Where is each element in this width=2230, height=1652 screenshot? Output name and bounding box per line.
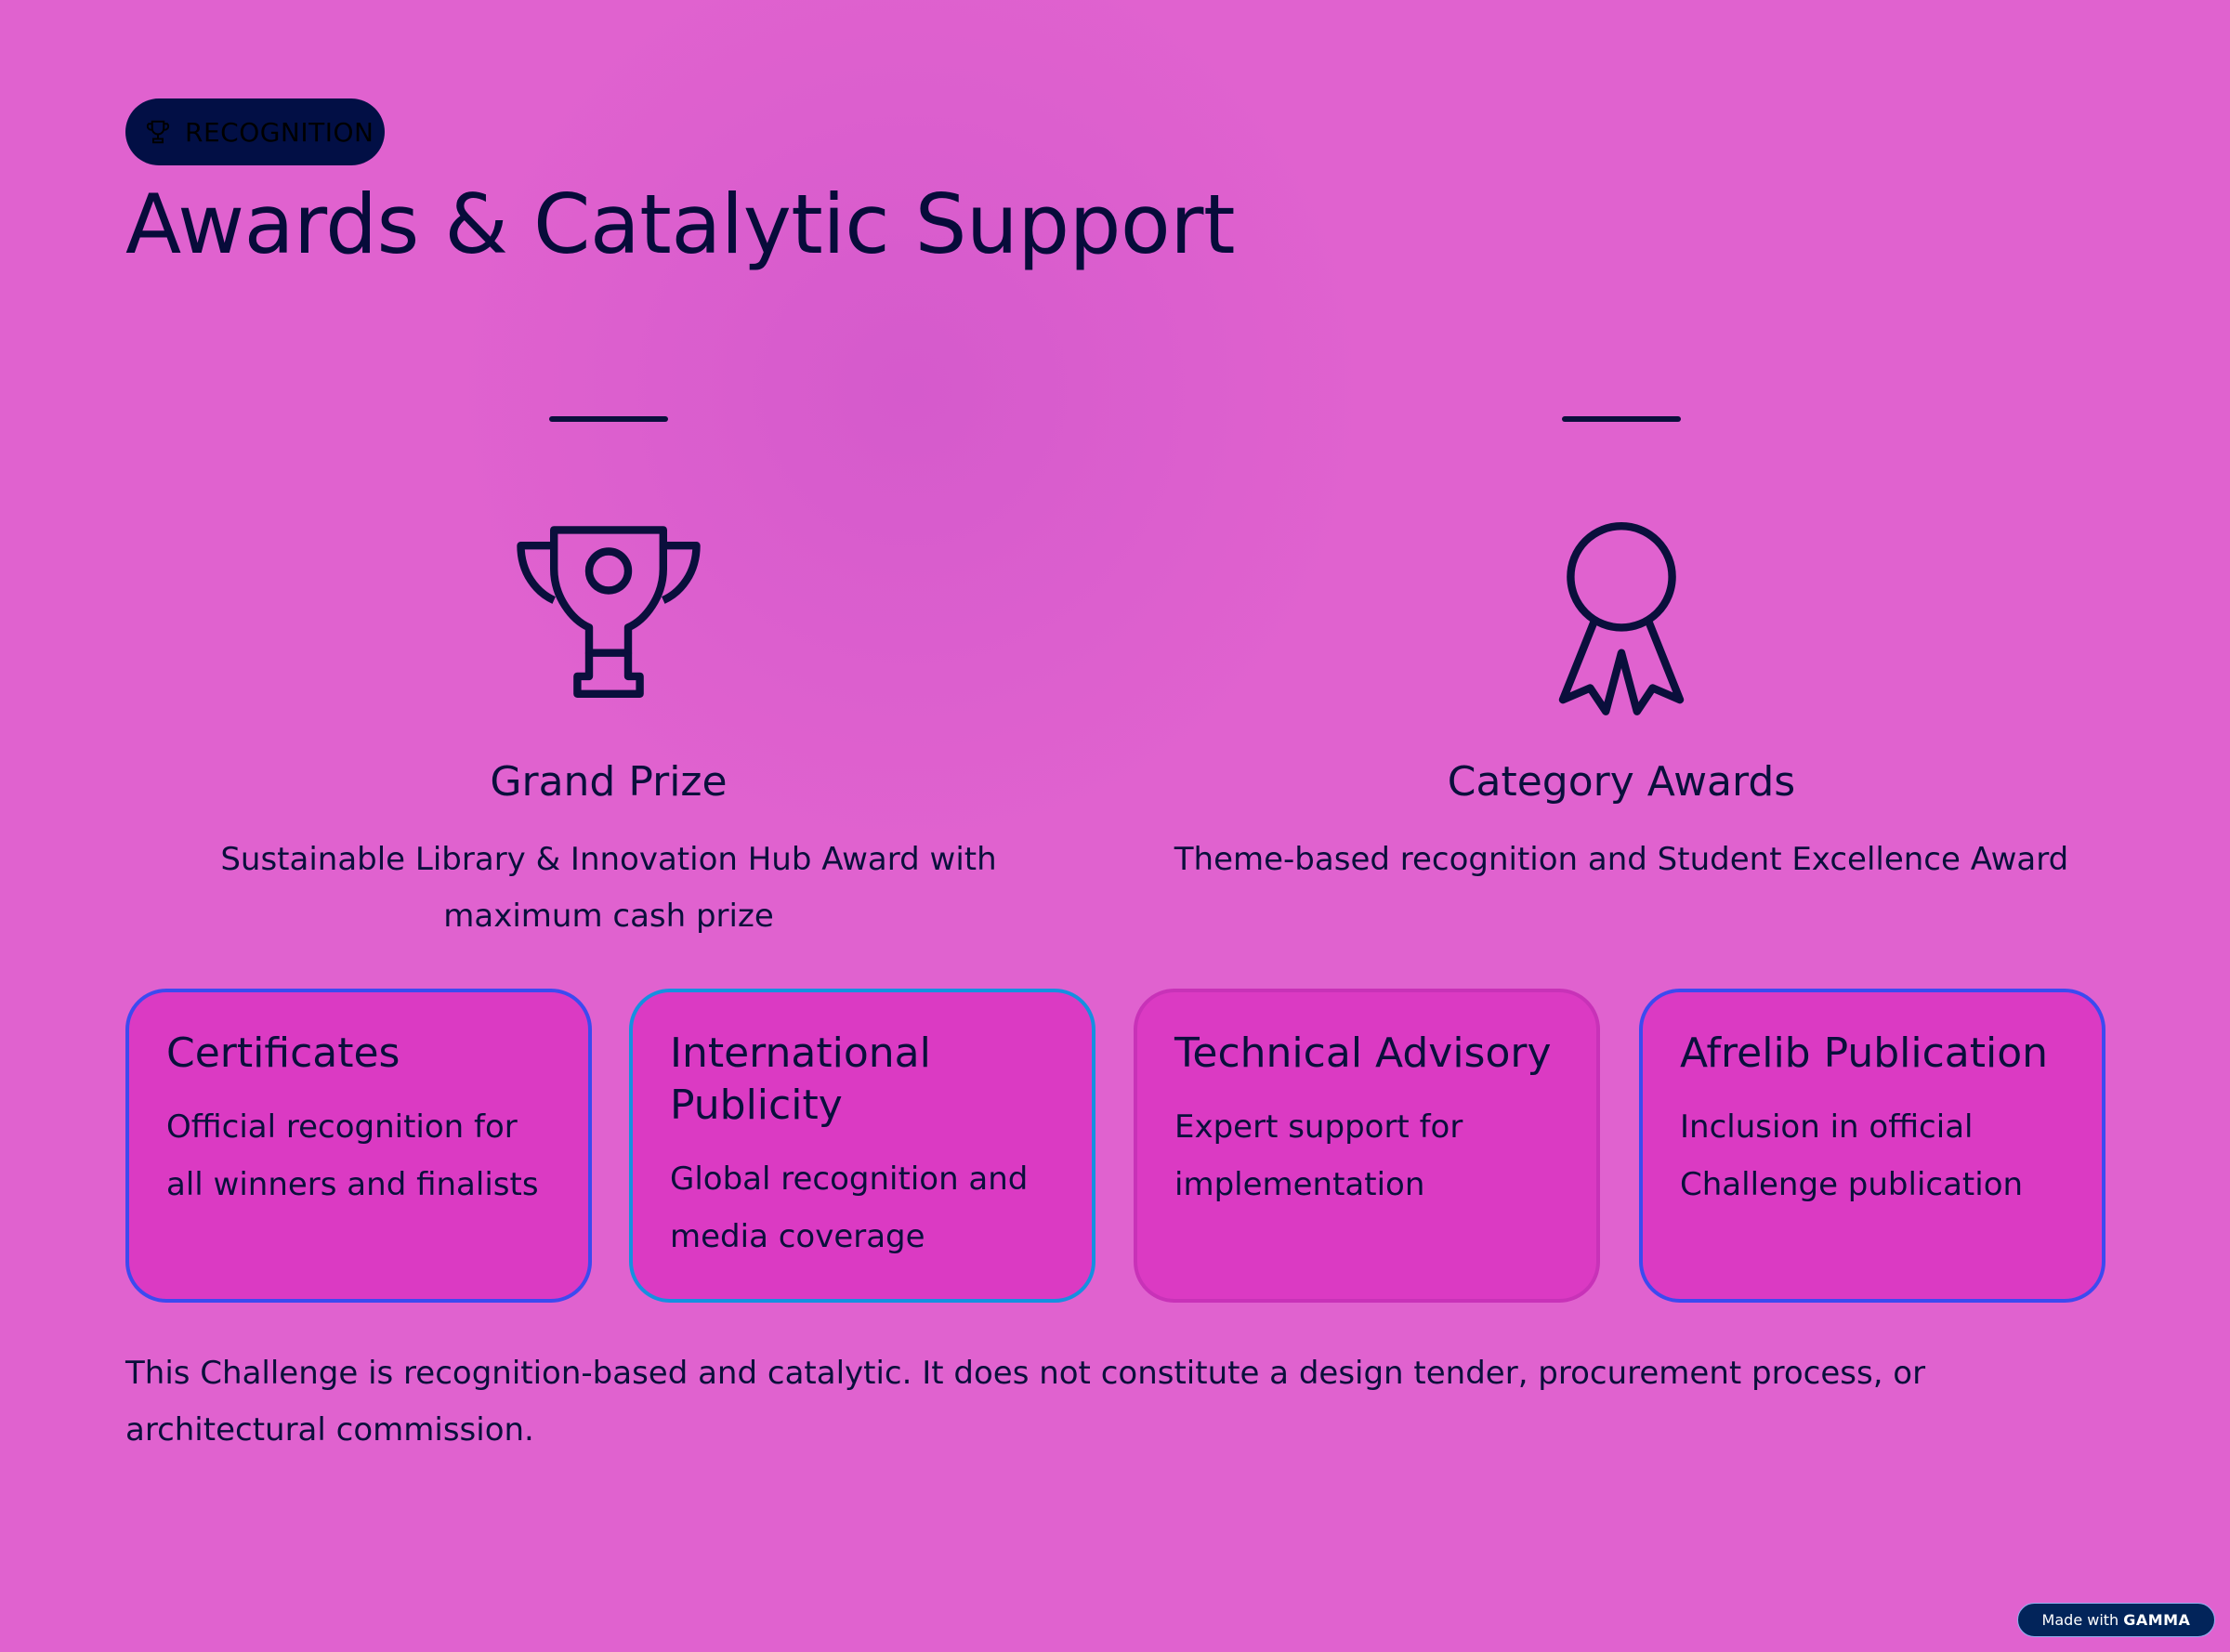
card-description: Expert support for implementation	[1174, 1108, 1463, 1203]
made-with-gamma-badge[interactable]: Made with GAMMA	[2017, 1603, 2215, 1637]
disclaimer-note: This Challenge is recognition-based and …	[125, 1355, 1926, 1449]
gamma-logo: GAMMA	[2123, 1611, 2191, 1629]
card-technical-advisory: Technical Advisory Expert support for im…	[1134, 989, 1600, 1303]
card-title: International Publicity	[670, 1029, 931, 1129]
trophy-icon	[517, 526, 701, 698]
page-title: Awards & Catalytic Support	[125, 177, 1235, 272]
card-title: Afrelib Publication	[1680, 1029, 2049, 1077]
highlight-title: Category Awards	[1447, 758, 1796, 806]
card-certificates: Certificates Official recognition for al…	[125, 989, 592, 1303]
made-with-label: Made with	[2041, 1611, 2119, 1629]
highlight-description: Theme-based recognition and Student Exce…	[1174, 841, 2069, 878]
highlight-category-awards: Category Awards Theme-based recognition …	[1157, 416, 2086, 888]
highlight-grand-prize: Grand Prize Sustainable Library & Innova…	[144, 416, 1073, 945]
trophy-icon	[146, 120, 170, 144]
award-ribbon-icon	[1558, 522, 1685, 715]
card-description: Inclusion in official Challenge publicat…	[1680, 1108, 2024, 1203]
card-title: Technical Advisory	[1174, 1029, 1552, 1077]
card-international-publicity: International Publicity Global recogniti…	[629, 989, 1095, 1303]
card-afrelib-publication: Afrelib Publication Inclusion in officia…	[1639, 989, 2105, 1303]
highlight-title: Grand Prize	[490, 758, 728, 806]
card-description: Global recognition and media coverage	[670, 1160, 1029, 1255]
card-title: Certificates	[166, 1029, 400, 1077]
section-badge: RECOGNITION	[125, 98, 385, 165]
divider	[549, 416, 668, 422]
divider	[1562, 416, 1681, 422]
card-description: Official recognition for all winners and…	[166, 1108, 539, 1203]
highlight-description: Sustainable Library & Innovation Hub Awa…	[220, 841, 997, 935]
badge-label: RECOGNITION	[185, 116, 374, 148]
